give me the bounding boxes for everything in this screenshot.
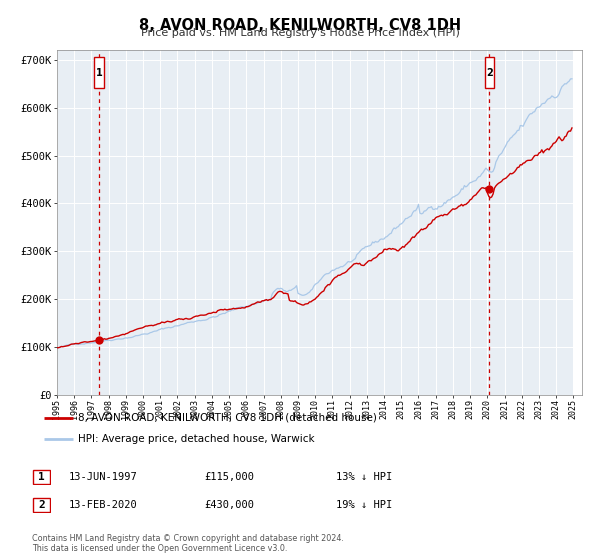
Bar <box>94 57 104 88</box>
Text: 8, AVON ROAD, KENILWORTH, CV8 1DH: 8, AVON ROAD, KENILWORTH, CV8 1DH <box>139 18 461 33</box>
Text: 2: 2 <box>38 500 45 510</box>
Text: 1: 1 <box>96 68 103 78</box>
Text: 8, AVON ROAD, KENILWORTH, CV8 1DH (detached house): 8, AVON ROAD, KENILWORTH, CV8 1DH (detac… <box>78 413 377 423</box>
Text: 2: 2 <box>486 68 493 78</box>
Bar <box>574 50 582 395</box>
Text: 13-FEB-2020: 13-FEB-2020 <box>69 500 138 510</box>
Bar <box>485 57 494 88</box>
Text: 1: 1 <box>38 472 45 482</box>
Text: £115,000: £115,000 <box>204 472 254 482</box>
Text: 13% ↓ HPI: 13% ↓ HPI <box>336 472 392 482</box>
Text: 13-JUN-1997: 13-JUN-1997 <box>69 472 138 482</box>
Text: HPI: Average price, detached house, Warwick: HPI: Average price, detached house, Warw… <box>78 435 314 444</box>
Text: Contains HM Land Registry data © Crown copyright and database right 2024.
This d: Contains HM Land Registry data © Crown c… <box>32 534 344 553</box>
Text: £430,000: £430,000 <box>204 500 254 510</box>
Text: 19% ↓ HPI: 19% ↓ HPI <box>336 500 392 510</box>
Text: Price paid vs. HM Land Registry's House Price Index (HPI): Price paid vs. HM Land Registry's House … <box>140 28 460 38</box>
